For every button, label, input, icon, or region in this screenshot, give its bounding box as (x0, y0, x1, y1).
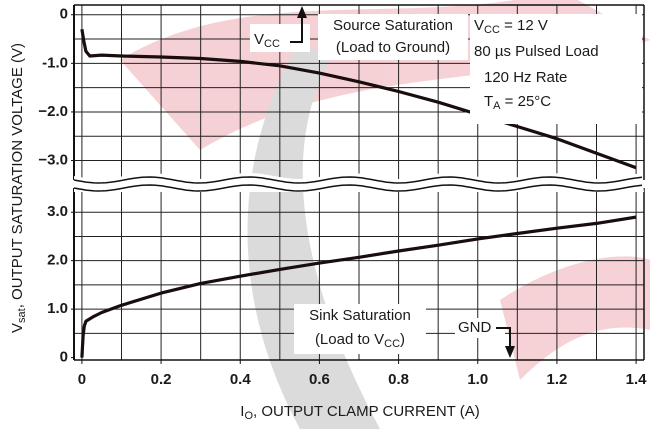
y-axis-label: Vsat, OUTPUT SATURATION VOLTAGE (V) (9, 43, 28, 333)
condition-main: V (474, 17, 484, 34)
label-background (455, 318, 505, 338)
condition-main: T (484, 93, 493, 110)
condition-rest: = 25°C (501, 93, 552, 110)
vcc-arrowhead (297, 6, 307, 18)
x-axis-label-main: I (240, 403, 244, 420)
condition-sub: CC (484, 24, 500, 36)
sink-label: Sink Saturation (309, 307, 411, 324)
y-tick-label: −2.0 (38, 103, 68, 120)
y-axis-label-sub: sat (16, 308, 28, 323)
y-tick-label: 2.0 (47, 252, 68, 269)
x-tick-label: 0.2 (151, 371, 172, 388)
x-tick-label: 1.4 (626, 371, 648, 388)
condition-label: 80 µs Pulsed Load (474, 43, 599, 60)
source-label: (Load to Ground) (336, 39, 450, 56)
x-tick-label: 1.0 (467, 371, 488, 388)
vcc-arrow (290, 12, 303, 43)
watermark-shape (500, 256, 650, 380)
y-tick-label: 0 (60, 349, 68, 366)
label-background (294, 304, 426, 354)
x-tick-label: 1.2 (546, 371, 567, 388)
x-tick-label: 0.4 (230, 371, 252, 388)
y-tick-label: -1.0 (42, 54, 68, 71)
gnd-arrowhead (505, 346, 515, 358)
vcc-main: V (254, 31, 264, 48)
axis-break (73, 184, 643, 192)
x-axis-label-sub: O (244, 410, 253, 422)
vcc-label: VCC (254, 31, 280, 50)
y-tick-label: −3.0 (38, 152, 68, 169)
label-background (318, 14, 468, 60)
data-line (80, 29, 637, 170)
data-line (80, 215, 637, 358)
x-axis-label-rest: , OUTPUT CLAMP CURRENT (A) (253, 403, 480, 420)
y-tick-label: 1.0 (47, 300, 68, 317)
x-tick-label: 0.8 (388, 371, 409, 388)
gnd-label: GND (458, 319, 492, 336)
vcc-sub: CC (264, 38, 280, 50)
condition-label: VCC = 12 V (474, 17, 548, 36)
y-tick-label: 3.0 (47, 203, 68, 220)
label-background (250, 24, 310, 52)
axis-break (73, 176, 643, 184)
sink-label: (Load to VCC) (315, 331, 405, 350)
condition-label: TA = 25°C (484, 93, 551, 112)
watermark-shape (247, 40, 380, 429)
x-tick-label: 0 (78, 371, 86, 388)
label-background (470, 14, 642, 124)
y-axis-label-rest: , OUTPUT SATURATION VOLTAGE (V) (9, 43, 26, 308)
condition-label: 120 Hz Rate (484, 69, 567, 86)
x-tick-label: 0.6 (309, 371, 330, 388)
axis-break-band (74, 173, 644, 192)
source-label: Source Saturation (333, 17, 453, 34)
y-axis-label-main: V (9, 323, 26, 333)
condition-sub: A (493, 100, 501, 112)
sink-main: (Load to V (315, 331, 384, 348)
condition-rest: = 12 V (500, 17, 548, 34)
sink-rest: ) (400, 331, 405, 348)
x-axis-label: IO, OUTPUT CLAMP CURRENT (A) (240, 403, 479, 422)
sink-sub: CC (384, 338, 400, 350)
y-tick-label: 0 (60, 6, 68, 23)
gnd-arrow (496, 327, 511, 352)
